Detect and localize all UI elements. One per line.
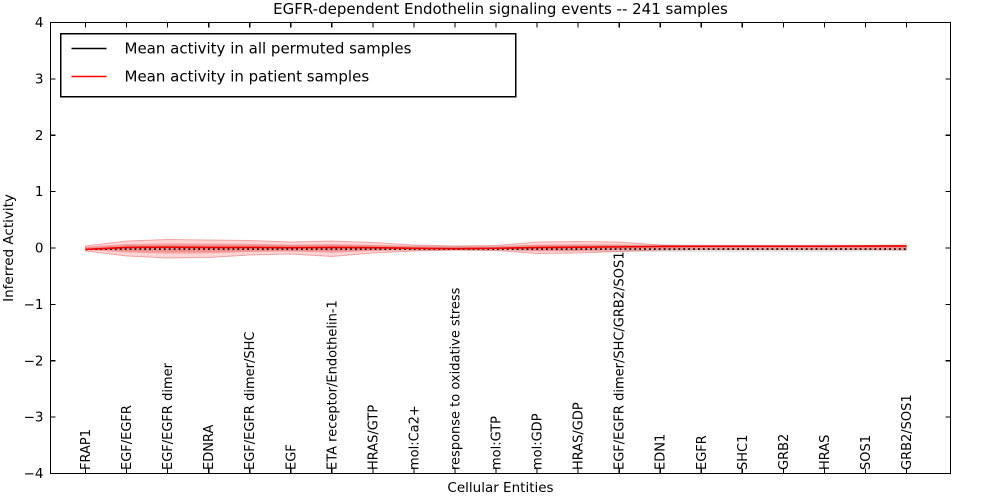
x-tick-label-8: mol:Ca2+ xyxy=(407,405,422,470)
x-tick-label-18: HRAS xyxy=(818,435,833,470)
x-tick-label-17: GRB2 xyxy=(777,434,792,470)
y-tick-label-4: 4 xyxy=(35,15,44,31)
x-axis-label: Cellular Entities xyxy=(447,480,553,496)
x-tick-label-5: EGF xyxy=(284,444,299,470)
x-tick-label-20: GRB2/SOS1 xyxy=(900,394,915,470)
x-tick-label-14: EDN1 xyxy=(654,434,669,470)
x-tick-label-10: mol:GTP xyxy=(490,416,505,470)
y-tick-label--1: −1 xyxy=(24,297,44,313)
x-tick-label-1: EGF/EGFR xyxy=(120,405,135,470)
series-line-1 xyxy=(85,245,907,251)
x-tick-label-16: SHC1 xyxy=(736,435,751,470)
chart-title: EGFR-dependent Endothelin signaling even… xyxy=(273,0,728,18)
x-tick-label-13: EGF/EGFR dimer/SHC/GRB2/SOS1 xyxy=(613,252,628,471)
x-tick-label-11: mol:GDP xyxy=(531,413,546,470)
x-tick-label-19: SOS1 xyxy=(859,435,874,470)
y-tick-label--3: −3 xyxy=(24,410,44,426)
x-tick-label-7: HRAS/GTP xyxy=(366,405,381,470)
x-tick-label-9: response to oxidative stress xyxy=(448,287,463,470)
x-tick-label-2: EGF/EGFR dimer xyxy=(161,362,176,470)
y-tick-label-3: 3 xyxy=(35,71,44,87)
y-tick-label-2: 2 xyxy=(35,128,44,144)
y-tick-label--4: −4 xyxy=(24,466,44,482)
y-tick-label-1: 1 xyxy=(35,184,44,200)
x-tick-label-12: HRAS/GDP xyxy=(572,402,587,470)
x-tick-label-3: EDNRA xyxy=(202,425,217,470)
x-tick-label-4: EGF/EGFR dimer/SHC xyxy=(243,332,258,470)
x-tick-label-0: FRAP1 xyxy=(79,429,94,470)
legend-entry-1-label: Mean activity in patient samples xyxy=(125,68,370,86)
legend-box xyxy=(59,32,517,98)
y-tick-label-0: 0 xyxy=(35,241,44,257)
legend-entry-0-label: Mean activity in all permuted samples xyxy=(125,40,412,58)
x-tick-label-15: EGFR xyxy=(695,435,710,470)
y-tick-label--2: −2 xyxy=(24,353,44,369)
x-tick-label-6: ETA receptor/Endothelin-1 xyxy=(325,300,340,470)
y-axis-label: Inferred Activity xyxy=(1,194,17,302)
